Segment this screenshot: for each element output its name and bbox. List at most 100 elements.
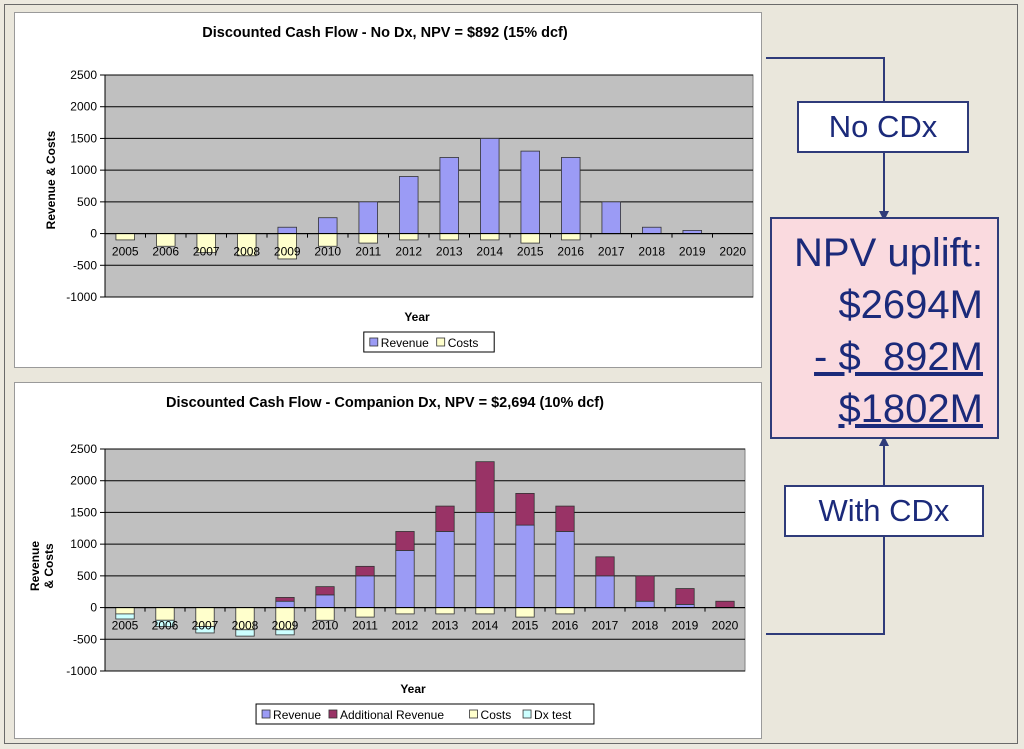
- xtick-label-2009: 2009: [272, 619, 299, 633]
- plot-area: [104, 448, 746, 672]
- xtick-label-2007: 2007: [192, 619, 219, 633]
- legend-swatch-dx-test: [522, 709, 532, 719]
- ytick-label-1500: 1500: [70, 505, 97, 519]
- ytick-label-2500: 2500: [70, 68, 97, 82]
- ytick-label-2000: 2000: [70, 100, 97, 114]
- ytick-label-2000: 2000: [70, 474, 97, 488]
- ytick-label--1000: -1000: [66, 290, 97, 304]
- npv-with-value: $2694M: [838, 283, 983, 327]
- ytick-label--500: -500: [73, 258, 97, 272]
- arrow-with-cdx: [766, 436, 889, 635]
- bar-additional-revenue-2010: [315, 586, 335, 596]
- y-axis-label-line: & Costs: [42, 543, 56, 589]
- chart-panel-companion-dx: Discounted Cash Flow - Companion Dx, NPV…: [14, 382, 762, 739]
- ytick-label-1000: 1000: [70, 537, 97, 551]
- xtick-label-2012: 2012: [395, 245, 422, 259]
- y-axis-label-line: Revenue: [28, 541, 42, 591]
- y-axis-label: Revenue& Costs: [28, 541, 56, 591]
- ytick-label--500: -500: [73, 632, 97, 646]
- bar-dx-test-2008: [235, 629, 255, 637]
- plot-area: [104, 74, 754, 298]
- bar-dx-test-2007: [195, 626, 215, 634]
- xtick-label-2016: 2016: [552, 619, 579, 633]
- bar-additional-revenue-2019: [675, 588, 695, 605]
- ytick-label-2500: 2500: [70, 442, 97, 456]
- xtick-label-2005: 2005: [112, 245, 139, 259]
- xtick-label-2020: 2020: [712, 619, 739, 633]
- legend-label-revenue: Revenue: [381, 336, 429, 350]
- chart-title: Discounted Cash Flow - No Dx, NPV = $892…: [202, 25, 568, 41]
- npv-uplift-title: NPV uplift:: [794, 231, 983, 275]
- npv-uplift-box: NPV uplift: $2694M - $ 892M $1802M: [770, 217, 999, 439]
- xtick-label-2020: 2020: [719, 245, 746, 259]
- ytick-label-0: 0: [90, 227, 97, 241]
- legend-swatch-additional-revenue: [328, 709, 338, 719]
- ytick-label-500: 500: [77, 569, 97, 583]
- chart-companion-dx: Discounted Cash Flow - Companion Dx, NPV…: [28, 395, 746, 725]
- xtick-label-2018: 2018: [632, 619, 659, 633]
- xtick-label-2013: 2013: [432, 619, 459, 633]
- bar-additional-revenue-2012: [395, 531, 415, 551]
- legend-label-additional-revenue: Additional Revenue: [340, 708, 444, 722]
- xtick-label-2008: 2008: [233, 245, 260, 259]
- legend-label-dx-test: Dx test: [534, 708, 572, 722]
- xtick-label-2011: 2011: [352, 619, 378, 633]
- bar-additional-revenue-2011: [355, 565, 375, 577]
- npv-minus-value: - $ 892M: [814, 335, 983, 379]
- xtick-label-2014: 2014: [472, 619, 499, 633]
- bar-additional-revenue-2015: [515, 493, 535, 526]
- xtick-label-2012: 2012: [392, 619, 419, 633]
- xtick-label-2011: 2011: [355, 245, 381, 259]
- xtick-label-2010: 2010: [314, 245, 341, 259]
- bar-additional-revenue-2017: [595, 556, 615, 577]
- bar-additional-revenue-2014: [475, 461, 495, 513]
- xtick-label-2008: 2008: [232, 619, 259, 633]
- xtick-label-2015: 2015: [517, 245, 544, 259]
- ytick-label-0: 0: [90, 601, 97, 615]
- bar-dx-test-2006: [155, 619, 175, 627]
- x-axis-label: Year: [400, 682, 426, 696]
- arrow-no-cdx: [766, 57, 889, 221]
- ytick-label--1000: -1000: [66, 664, 97, 678]
- x-axis-label: Year: [404, 310, 430, 324]
- chart-title: Discounted Cash Flow - Companion Dx, NPV…: [166, 395, 604, 411]
- bar-additional-revenue-2018: [635, 575, 655, 602]
- bar-additional-revenue-2013: [435, 505, 455, 532]
- chart-panel-no-dx: Discounted Cash Flow - No Dx, NPV = $892…: [14, 12, 762, 368]
- legend-label-revenue: Revenue: [273, 708, 321, 722]
- bar-dx-test-2009: [275, 629, 295, 636]
- xtick-label-2019: 2019: [672, 619, 699, 633]
- xtick-label-2005: 2005: [112, 619, 139, 633]
- chart-no-dx: Discounted Cash Flow - No Dx, NPV = $892…: [44, 25, 754, 353]
- bar-additional-revenue-2009: [275, 597, 295, 602]
- ytick-label-1500: 1500: [70, 131, 97, 145]
- bar-dx-test-2005: [115, 613, 135, 620]
- ytick-label-500: 500: [77, 195, 97, 209]
- xtick-label-2009: 2009: [274, 245, 301, 259]
- xtick-label-2017: 2017: [598, 245, 625, 259]
- legend-box: [363, 331, 495, 353]
- xtick-label-2013: 2013: [436, 245, 463, 259]
- xtick-label-2016: 2016: [557, 245, 584, 259]
- with-cdx-label: With CDx: [784, 485, 984, 537]
- xtick-label-2006: 2006: [152, 619, 179, 633]
- y-axis-label: Revenue & Costs: [44, 130, 58, 229]
- legend-swatch-revenue: [261, 709, 271, 719]
- chart-legend: Revenue Costs: [363, 331, 495, 353]
- xtick-label-2014: 2014: [476, 245, 503, 259]
- no-cdx-label: No CDx: [797, 101, 969, 153]
- xtick-label-2006: 2006: [152, 245, 179, 259]
- xtick-label-2010: 2010: [312, 619, 339, 633]
- xtick-label-2015: 2015: [512, 619, 539, 633]
- xtick-label-2019: 2019: [679, 245, 706, 259]
- xtick-label-2017: 2017: [592, 619, 619, 633]
- legend-label-costs: Costs: [448, 336, 479, 350]
- legend-label-costs: Costs: [481, 708, 512, 722]
- legend-swatch-costs: [436, 337, 446, 347]
- legend-swatch-revenue: [369, 337, 379, 347]
- xtick-label-2018: 2018: [638, 245, 665, 259]
- legend-swatch-costs: [469, 709, 478, 719]
- ytick-label-1000: 1000: [70, 163, 97, 177]
- legend-box: [255, 703, 595, 725]
- bar-additional-revenue-2016: [555, 505, 575, 532]
